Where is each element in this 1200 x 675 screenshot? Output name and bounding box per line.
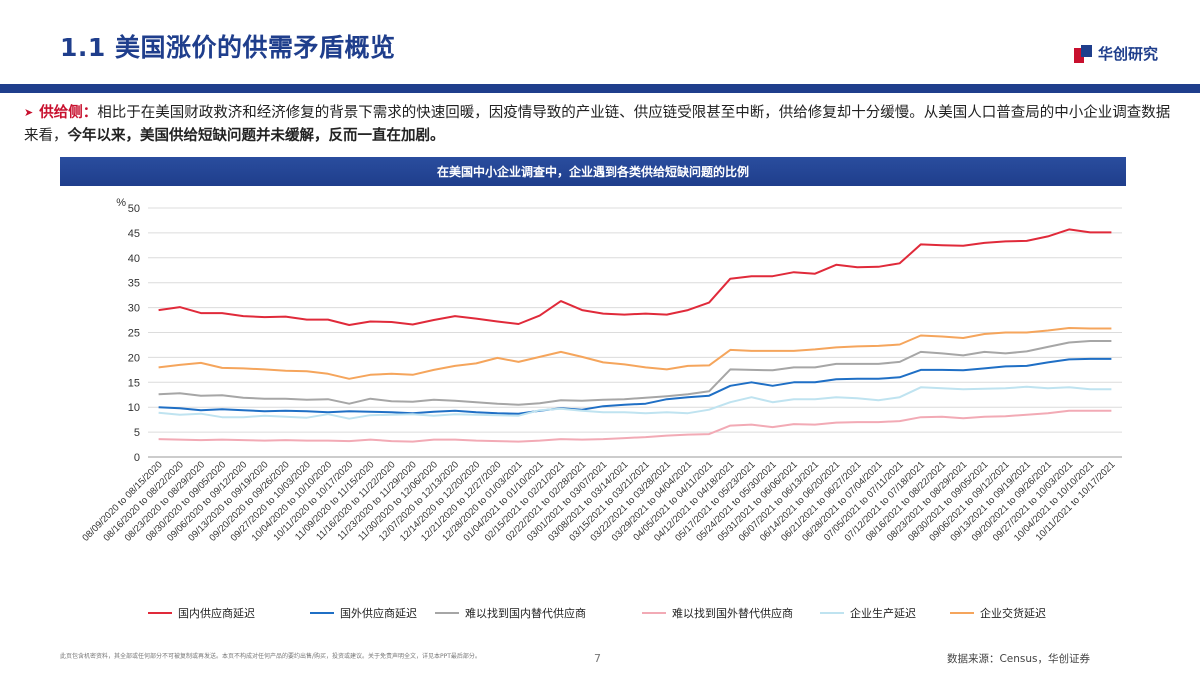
series-line-2 — [158, 357, 1112, 415]
series-line-6 — [158, 327, 1112, 380]
y-tick-label: 25 — [128, 328, 140, 340]
legend-label-1: 国内供应商延迟 — [178, 606, 255, 620]
series-line-3 — [158, 340, 1112, 406]
series-line-1 — [158, 228, 1112, 326]
y-tick-label: 35 — [128, 278, 140, 290]
brand-logo: 华创研究 — [1073, 43, 1158, 64]
y-tick-label: 5 — [134, 427, 140, 439]
supply-side-paragraph: ➤ 供给侧：相比于在美国财政救济和经济修复的背景下需求的快速回暖，因疫情导致的产业… — [24, 102, 1174, 147]
legend-label-4: 难以找到国外替代供应商 — [672, 606, 793, 620]
header-divider — [0, 84, 1200, 93]
legend-label-5: 企业生产延迟 — [850, 606, 916, 620]
data-source: 数据来源：Census，华创证券 — [946, 653, 1090, 665]
series-line-4 — [158, 409, 1112, 443]
y-tick-label: 10 — [128, 402, 140, 414]
legend-label-3: 难以找到国内替代供应商 — [465, 606, 586, 620]
disclaimer-text: 此页包含机密资料，其全部或任何部分不可被复制或再发送。本页不构成对任何产品的要约… — [60, 653, 481, 660]
bullet-arrow-icon: ➤ — [24, 106, 34, 119]
y-tick-label: 45 — [128, 228, 140, 240]
series-line-5 — [158, 385, 1112, 420]
brand-logo-text: 华创研究 — [1097, 45, 1158, 63]
y-axis-unit: % — [116, 197, 126, 209]
page-title: 1.1 美国涨价的供需矛盾概览 — [60, 33, 396, 62]
chart-title-banner: 在美国中小企业调查中，企业遇到各类供给短缺问题的比例 — [60, 157, 1126, 186]
legend-label-6: 企业交货延迟 — [980, 606, 1046, 620]
y-tick-label: 30 — [128, 303, 140, 315]
y-tick-label: 20 — [128, 352, 140, 364]
page-number: 7 — [594, 652, 601, 665]
y-tick-label: 0 — [134, 452, 140, 464]
y-tick-label: 40 — [128, 253, 140, 265]
paragraph-bold-text: 今年以来，美国供给短缺问题并未缓解，反而一直在加剧。 — [67, 128, 445, 144]
y-tick-label: 15 — [128, 377, 140, 389]
y-tick-label: 50 — [128, 203, 140, 215]
paragraph-label: 供给侧： — [39, 105, 98, 121]
brand-logo-icon — [1073, 44, 1092, 63]
paragraph-text: 相比于在美国财政救济和经济修复的背景下需求的快速回暖，因疫情导致的产业链、供应链… — [24, 105, 1171, 144]
legend-label-2: 国外供应商延迟 — [340, 606, 417, 620]
